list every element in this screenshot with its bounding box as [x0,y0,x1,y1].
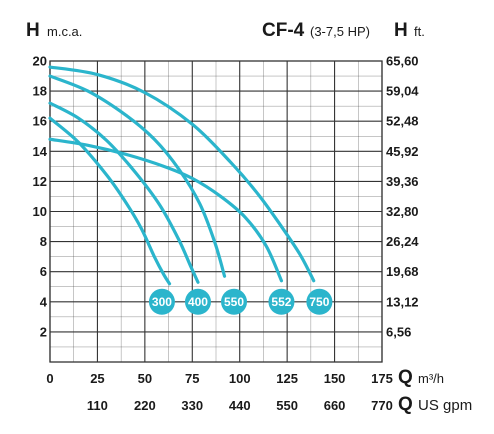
curve-badge-300 [148,288,175,315]
x-axis-unit-gpm: US gpm [418,397,472,414]
curve-badge-label-400: 400 [188,295,208,309]
y-tick-label: 10 [33,204,47,219]
x-tick-label: 175 [371,371,393,386]
y-tick-label: 6 [40,264,47,279]
series-curve-400 [48,101,200,284]
x-tick-label: 150 [324,371,346,386]
curve-badge-750 [306,288,333,315]
y2-tick-label: 52,48 [386,114,419,129]
plot-frame [49,60,383,363]
x2-tick-label: 220 [134,398,156,413]
curve-badge-label-550: 550 [224,295,244,309]
y2-tick-label: 32,80 [386,204,419,219]
curve-badge-label-552: 552 [271,295,291,309]
y-tick-label: 2 [40,324,47,339]
y2-tick-label: 19,68 [386,264,419,279]
x2-tick-label: 330 [181,398,203,413]
x-axis-symbol-m3h: Q [398,367,413,388]
y2-tick-label: 65,60 [386,54,419,69]
x-tick-label: 0 [46,371,53,386]
curve-badge-label-750: 750 [309,295,329,309]
curve-badge-400 [184,288,211,315]
y-tick-label: 16 [33,114,47,129]
y2-tick-label: 13,12 [386,294,419,309]
curve-labels: 300 400 550 552 750 [148,288,333,315]
model-power: (3-7,5 HP) [310,24,370,39]
grid [49,60,383,363]
y2-tick-label: 26,24 [386,234,419,249]
model-title: CF-4 [262,20,305,41]
x2-tick-label: 110 [87,398,108,413]
left-axis-unit: m.c.a. [47,24,82,39]
y-tick-label: 14 [33,144,48,159]
y2-tick-label: 45,92 [386,144,419,159]
curve-badge-label-300: 300 [152,295,172,309]
left-axis-symbol: H [26,20,40,41]
x-tick-label: 75 [185,371,199,386]
x-tick-label: 100 [229,371,251,386]
x-tick-label: 125 [276,371,298,386]
curves [48,65,316,286]
x2-tick-label: 770 [371,398,393,413]
x-tick-label: 50 [138,371,152,386]
y-tick-label: 20 [33,54,47,69]
curve-badge-552 [268,288,295,315]
x-axis-unit-m3h: m³/h [418,371,444,386]
x2-tick-label: 440 [229,398,251,413]
y-tick-label: 4 [40,294,48,309]
x2-tick-label: 550 [276,398,298,413]
curve-badge-550 [221,288,248,315]
y2-tick-label: 39,36 [386,174,419,189]
x-axis-symbol-gpm: Q [398,394,413,415]
right-axis-unit: ft. [414,24,425,39]
right-axis-symbol: H [394,20,408,41]
x-tick-label: 25 [90,371,104,386]
y-tick-label: 18 [33,84,47,99]
y-tick-label: 8 [40,234,47,249]
series-curve-550 [48,74,227,278]
y-tick-label: 12 [33,174,47,189]
y2-tick-label: 6,56 [386,324,411,339]
tick-labels: 2 4 6 8 10 12 14 16 18 20 6,56 13,12 19,68 26,24 32,80… [33,54,420,414]
series-curve-750 [48,65,316,283]
x2-tick-label: 660 [324,398,346,413]
series-curve-552 [48,137,284,283]
y2-tick-label: 59,04 [386,84,419,99]
